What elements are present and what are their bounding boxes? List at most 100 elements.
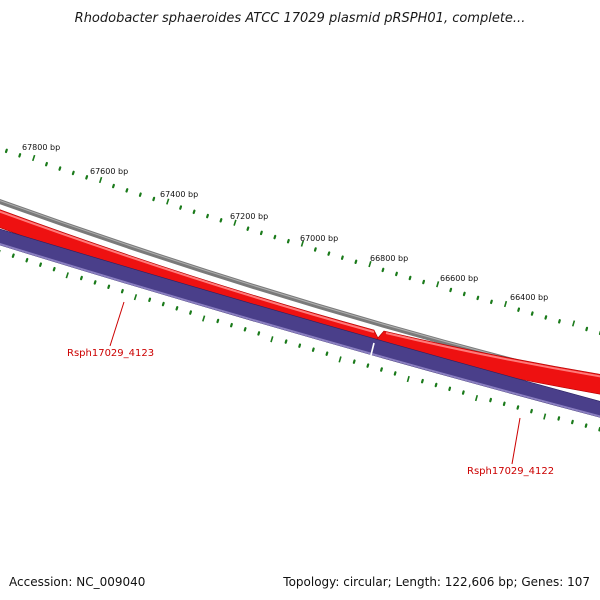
- minor-tick: [175, 306, 179, 311]
- minor-tick: [125, 188, 129, 193]
- minor-tick: [243, 327, 247, 332]
- reverse-track: [0, 228, 600, 418]
- major-tick: [571, 320, 576, 327]
- minor-tick: [530, 408, 533, 414]
- major-tick: [543, 413, 547, 420]
- minor-tick: [408, 275, 412, 281]
- inner-tick-ruler: [0, 250, 600, 432]
- minor-tick: [558, 319, 561, 324]
- minor-tick: [246, 226, 250, 231]
- minor-tick: [313, 247, 317, 252]
- minor-tick: [571, 419, 574, 425]
- minor-tick: [189, 310, 193, 315]
- minor-tick: [52, 266, 56, 272]
- minor-tick: [489, 397, 493, 403]
- ruler-label: 67000 bp: [300, 234, 338, 243]
- ruler-label: 67800 bp: [22, 143, 60, 152]
- minor-tick: [448, 386, 452, 392]
- major-tick: [406, 375, 410, 383]
- ruler-label: 66800 bp: [370, 254, 408, 263]
- minor-tick: [112, 183, 115, 189]
- minor-tick: [517, 307, 521, 312]
- minor-tick: [340, 255, 344, 260]
- callout-line-rsph17029-4122: [511, 417, 521, 465]
- major-tick: [133, 294, 138, 301]
- major-tick: [503, 300, 508, 308]
- minor-tick: [461, 390, 465, 395]
- major-tick: [270, 336, 274, 343]
- major-tick: [98, 176, 103, 184]
- gene-callouts: Rsph17029_4123 Rsph17029_4122: [67, 301, 554, 477]
- minor-tick: [216, 318, 220, 324]
- major-tick: [474, 394, 479, 402]
- minor-tick: [93, 280, 97, 285]
- minor-tick: [286, 238, 290, 244]
- minor-tick: [449, 287, 453, 293]
- minor-tick: [420, 378, 424, 384]
- major-tick: [65, 272, 69, 279]
- minor-tick: [259, 230, 263, 236]
- minor-tick: [530, 311, 534, 316]
- minor-tick: [138, 192, 142, 197]
- minor-tick: [39, 262, 43, 267]
- major-tick: [338, 356, 342, 363]
- minor-tick: [585, 326, 589, 332]
- ruler-label: 67400 bp: [160, 190, 198, 199]
- minor-tick: [257, 331, 261, 336]
- major-tick: [300, 240, 305, 247]
- minor-tick: [161, 301, 165, 307]
- ruler-label: 67600 bp: [90, 167, 128, 176]
- minor-tick: [11, 253, 15, 258]
- major-tick: [31, 154, 36, 162]
- minor-tick: [230, 322, 233, 328]
- gene-arrow-rsph17029-4122-shine: [385, 332, 600, 378]
- summary-label: Topology: circular; Length: 122,606 bp; …: [282, 575, 590, 589]
- minor-tick: [58, 166, 62, 171]
- minor-tick: [366, 363, 370, 368]
- major-tick: [368, 261, 372, 268]
- minor-tick: [380, 367, 383, 372]
- minor-tick: [544, 315, 548, 320]
- minor-tick: [354, 259, 358, 265]
- map-title: Rhodobacter sphaeroides ATCC 17029 plasm…: [75, 11, 526, 26]
- minor-tick: [352, 359, 356, 364]
- minor-tick: [148, 297, 152, 303]
- accession-label: Accession: NC_009040: [9, 575, 145, 589]
- tick-label-group: 67800 bp 67600 bp 67400 bp 67200 bp 67000 bp…: [22, 143, 548, 302]
- minor-tick: [557, 416, 561, 421]
- minor-tick: [219, 218, 223, 223]
- major-tick: [202, 315, 206, 322]
- minor-tick: [4, 148, 8, 154]
- minor-tick: [476, 295, 480, 301]
- minor-tick: [502, 401, 506, 407]
- minor-tick: [206, 213, 209, 219]
- major-tick: [436, 281, 440, 288]
- minor-tick: [273, 234, 277, 240]
- reverse-band-edge: [0, 243, 600, 418]
- minor-tick: [584, 423, 588, 428]
- minor-tick: [395, 271, 398, 277]
- minor-tick: [298, 343, 302, 348]
- ruler-label: 66400 bp: [510, 293, 548, 302]
- minor-tick: [107, 284, 111, 290]
- ruler-label: 67200 bp: [230, 212, 268, 221]
- minor-tick: [381, 267, 385, 273]
- minor-tick: [284, 339, 288, 344]
- outer-tick-ruler: [4, 148, 600, 336]
- minor-tick: [85, 175, 89, 180]
- minor-tick: [18, 153, 22, 158]
- minor-tick: [422, 279, 426, 285]
- ruler-label: 66600 bp: [440, 274, 478, 283]
- minor-tick: [327, 251, 331, 256]
- minor-tick: [25, 257, 29, 263]
- minor-tick: [393, 371, 397, 376]
- minor-tick: [45, 161, 48, 167]
- callout-line-rsph17029-4123: [109, 301, 125, 347]
- gene-label-rsph17029-4123[interactable]: Rsph17029_4123: [67, 348, 154, 359]
- minor-tick: [120, 288, 124, 294]
- minor-tick: [434, 382, 438, 388]
- minor-tick: [311, 347, 315, 352]
- minor-tick: [71, 170, 75, 176]
- gene-label-rsph17029-4122[interactable]: Rsph17029_4122: [467, 466, 554, 477]
